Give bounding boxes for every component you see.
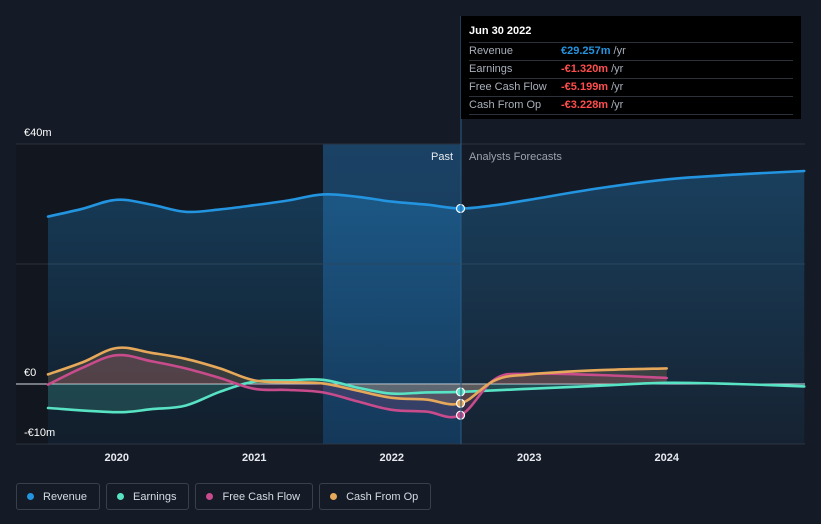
legend-dot-icon [117, 493, 125, 500]
x-tick-label: 2021 [242, 452, 266, 464]
tooltip-row-free-cash-flow: Free Cash Flow -€5.199m /yr [469, 78, 793, 96]
forecast-label: Analysts Forecasts [469, 151, 562, 163]
x-tick-label: 2020 [105, 452, 129, 464]
tooltip: Jun 30 2022 Revenue €29.257m /yr Earning… [461, 16, 801, 119]
tooltip-row-cash-from-op: Cash From Op -€3.228m /yr [469, 96, 793, 115]
y-tick-label: €40m [24, 127, 52, 139]
x-tick-label: 2022 [380, 452, 404, 464]
legend-item-free-cash-flow[interactable]: Free Cash Flow [195, 483, 314, 510]
legend-label: Revenue [43, 490, 88, 503]
y-tick-label: €0 [24, 367, 36, 379]
y-tick-label: -€10m [24, 427, 55, 439]
tooltip-unit: /yr [611, 99, 624, 111]
legend-item-cash-from-op[interactable]: Cash From Op [319, 483, 432, 510]
tooltip-value: -€3.228m [561, 99, 609, 111]
legend-item-revenue[interactable]: Revenue [16, 483, 101, 510]
cash-from-op-area [48, 347, 667, 405]
tooltip-label: Earnings [469, 63, 513, 75]
legend: Revenue Earnings Free Cash Flow Cash Fro… [16, 483, 432, 510]
tooltip-value: -€1.320m [561, 63, 609, 75]
x-tick-label: 2024 [655, 452, 680, 464]
tooltip-label: Free Cash Flow [469, 81, 547, 93]
earnings-area [48, 379, 805, 413]
earnings-line [46, 378, 806, 414]
tooltip-row-earnings: Earnings -€1.320m /yr [469, 60, 793, 78]
legend-label: Earnings [133, 490, 177, 503]
legend-label: Free Cash Flow [222, 490, 301, 503]
tooltip-label: Revenue [469, 45, 514, 57]
tooltip-unit: /yr [611, 63, 624, 75]
cash-from-op-line [46, 346, 669, 406]
legend-dot-icon [206, 493, 214, 500]
legend-item-earnings[interactable]: Earnings [106, 483, 190, 510]
tooltip-value: -€5.199m [561, 81, 609, 93]
tooltip-row-revenue: Revenue €29.257m /yr [469, 42, 793, 60]
tooltip-unit: /yr [613, 45, 626, 57]
past-label: Past [431, 151, 453, 163]
tooltip-date: Jun 30 2022 [469, 25, 532, 37]
revenue-line [46, 169, 806, 218]
legend-dot-icon [27, 493, 34, 500]
free-cash-flow-area [48, 355, 667, 418]
legend-label: Cash From Op [346, 490, 419, 503]
tooltip-label: Cash From Op [469, 99, 542, 111]
legend-dot-icon [330, 493, 338, 500]
tooltip-value: €29.257m [561, 45, 611, 57]
free-cash-flow-line [46, 353, 669, 419]
tooltip-unit: /yr [611, 81, 624, 93]
x-tick-label: 2023 [517, 452, 541, 464]
